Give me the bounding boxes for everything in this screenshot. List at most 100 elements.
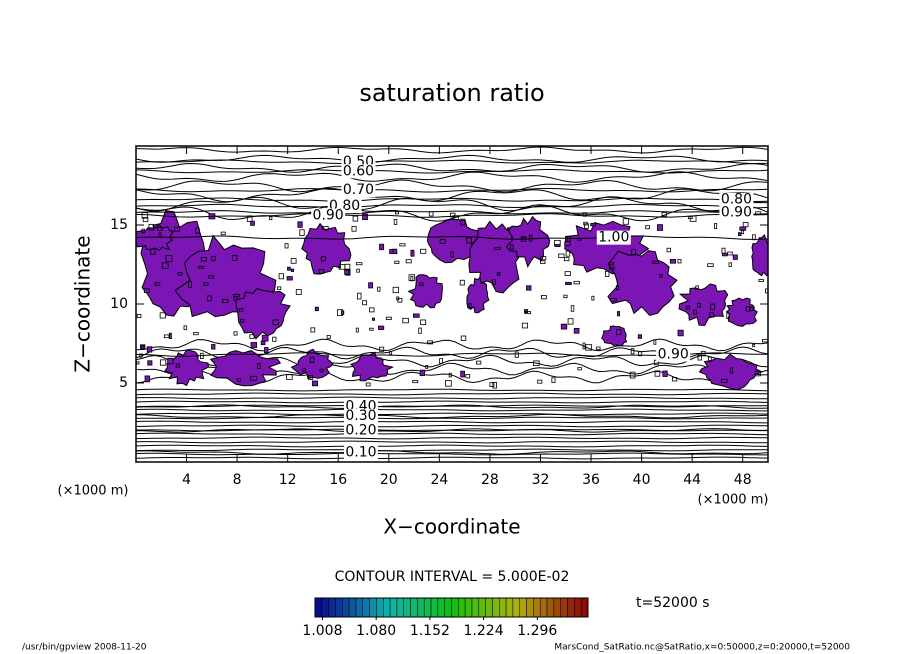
- colorbar-cell: [362, 597, 370, 618]
- speckle: [365, 382, 371, 387]
- speckle: [154, 282, 161, 286]
- supersaturated-region: [466, 276, 490, 314]
- speckle: [524, 311, 531, 315]
- supersaturated-region: [290, 348, 334, 380]
- contour-label-bg: [343, 409, 378, 424]
- contour-line: [136, 210, 768, 215]
- speckle: [752, 344, 756, 348]
- speckle: [278, 273, 284, 280]
- contour-label: 1.00: [598, 230, 629, 246]
- speckle: [476, 360, 482, 365]
- colorbar-cell: [492, 597, 500, 618]
- contour-line: [136, 424, 768, 428]
- colorbar-tick-label: 1.224: [464, 623, 504, 639]
- speckle: [708, 312, 715, 318]
- speckle: [762, 338, 768, 343]
- speckle: [585, 344, 593, 351]
- speckle: [290, 258, 297, 264]
- speckle: [136, 361, 140, 365]
- speckle: [321, 226, 329, 230]
- speckle: [577, 367, 582, 371]
- y-unit: (×1000 m): [58, 484, 129, 499]
- contour-line: [136, 388, 768, 392]
- speckle: [394, 260, 400, 264]
- supersaturated-region: [426, 218, 482, 264]
- speckle: [460, 335, 467, 341]
- speckle: [596, 346, 601, 350]
- speckle: [677, 329, 684, 337]
- speckle: [710, 303, 716, 311]
- speckle: [412, 313, 420, 318]
- x-tick-label: 36: [582, 472, 600, 488]
- colorbar-tick-label: 1.008: [302, 623, 342, 639]
- speckle: [564, 241, 571, 247]
- x-tick-label: 40: [633, 472, 651, 488]
- speckle: [707, 263, 714, 268]
- colorbar-cell: [355, 597, 364, 618]
- speckle: [610, 298, 617, 302]
- speckle: [732, 254, 738, 260]
- x-tick-label: 24: [430, 472, 448, 488]
- contour-line: [136, 428, 768, 433]
- speckle: [662, 370, 668, 377]
- speckle: [141, 228, 145, 234]
- speckle: [379, 346, 385, 352]
- speckle: [541, 295, 547, 300]
- contour-line: [136, 338, 768, 352]
- speckle: [287, 266, 291, 271]
- speckle: [269, 216, 273, 221]
- colorbar-cell: [437, 597, 445, 618]
- colorbar-cell: [369, 597, 377, 618]
- speckle: [299, 229, 305, 236]
- supersaturated-region: [163, 349, 209, 387]
- speckle: [582, 342, 586, 350]
- contour-line: [136, 159, 768, 165]
- speckle: [428, 211, 434, 217]
- contour-label-bg: [341, 183, 376, 198]
- supersaturated-region: [407, 274, 443, 309]
- y-axis-label: Z−coordinate: [71, 235, 95, 372]
- speckle: [177, 272, 183, 276]
- speckle: [563, 294, 568, 299]
- footer-right: MarsCond_SatRatio.nc@SatRatio,x=0:50000,…: [554, 643, 850, 653]
- speckle: [608, 262, 614, 266]
- speckle: [554, 244, 561, 247]
- speckle: [653, 339, 657, 345]
- speckle: [427, 340, 434, 345]
- speckle: [460, 218, 466, 226]
- speckle: [460, 370, 465, 378]
- contour-line: [136, 396, 768, 400]
- contour-line: [136, 400, 768, 404]
- speckle: [326, 335, 331, 339]
- colorbar-tick-label: 1.152: [410, 623, 450, 639]
- speckle: [565, 250, 571, 257]
- contour-line: [136, 179, 768, 193]
- speckle: [159, 312, 166, 319]
- speckle: [573, 280, 580, 285]
- speckle: [514, 351, 519, 358]
- speckle: [669, 259, 676, 264]
- speckle: [492, 279, 496, 285]
- speckle: [211, 344, 216, 350]
- colorbar-cell: [458, 597, 466, 618]
- speckle: [352, 215, 359, 222]
- speckle: [533, 360, 540, 366]
- speckle: [494, 246, 501, 251]
- contour-line: [136, 404, 768, 409]
- colorbar-tick-label: 1.080: [356, 623, 396, 639]
- speckle: [468, 303, 472, 309]
- speckle: [652, 260, 659, 264]
- speckle: [295, 289, 302, 295]
- speckle: [356, 268, 360, 273]
- speckle: [385, 316, 392, 320]
- speckle: [379, 243, 385, 251]
- supersaturated-region: [698, 353, 764, 391]
- speckle: [200, 256, 207, 262]
- speckle: [231, 254, 238, 261]
- colorbar-cell: [512, 597, 520, 618]
- contour-line: [136, 213, 768, 218]
- field: [136, 146, 768, 460]
- contour-label: 0.90: [313, 208, 344, 224]
- colorbar-cell: [499, 597, 507, 618]
